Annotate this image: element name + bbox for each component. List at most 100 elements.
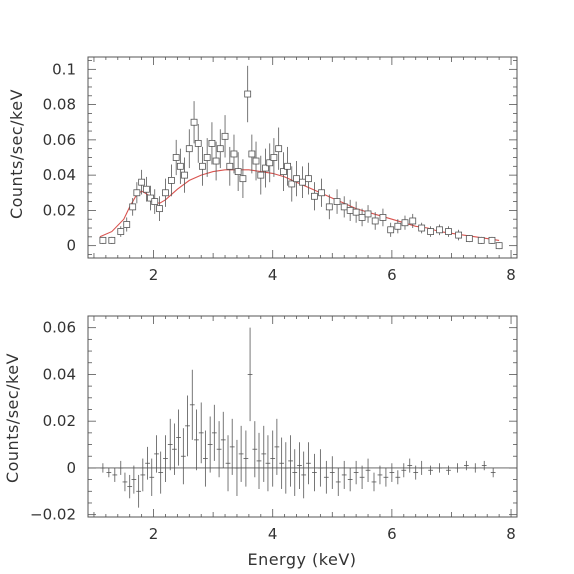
marker-square bbox=[318, 189, 325, 197]
residual-point bbox=[463, 460, 469, 471]
data-point bbox=[176, 148, 184, 184]
marker-square bbox=[262, 164, 269, 172]
marker-square bbox=[244, 90, 252, 98]
data-point bbox=[445, 226, 452, 237]
marker-square bbox=[257, 171, 265, 179]
residual-point bbox=[194, 409, 199, 471]
residual-point bbox=[198, 402, 204, 464]
y-tick-label: 0.04 bbox=[43, 166, 76, 184]
marker-square bbox=[284, 162, 292, 170]
data-point bbox=[311, 182, 318, 211]
data-point bbox=[212, 141, 220, 181]
marker-square bbox=[333, 198, 341, 205]
data-point bbox=[325, 194, 333, 220]
marker-square bbox=[190, 118, 198, 126]
marker-square bbox=[156, 205, 163, 213]
residual-point bbox=[323, 460, 329, 494]
residual-point bbox=[341, 460, 347, 489]
residual-point bbox=[312, 453, 317, 492]
data-point bbox=[371, 212, 379, 230]
x-tick-label: 4 bbox=[268, 525, 278, 543]
residual-point bbox=[216, 421, 222, 478]
residual-point bbox=[472, 463, 478, 473]
plot-frame bbox=[87, 56, 518, 259]
marker-square bbox=[445, 228, 452, 235]
y-tick-label: 0.02 bbox=[43, 201, 76, 219]
data-point bbox=[288, 166, 296, 202]
residual-point bbox=[202, 430, 208, 487]
data-point bbox=[293, 161, 300, 197]
data-point bbox=[181, 157, 188, 193]
y-axis-label-top: Counts/sec/keV bbox=[7, 89, 26, 219]
residual-point bbox=[229, 418, 235, 475]
data-point bbox=[252, 141, 260, 181]
residual-point bbox=[238, 425, 244, 482]
marker-square bbox=[358, 214, 366, 221]
residual-point bbox=[389, 463, 395, 482]
data-point bbox=[488, 236, 496, 244]
residual-point bbox=[481, 460, 487, 471]
residual-point bbox=[371, 472, 377, 492]
residual-point bbox=[207, 416, 213, 473]
residual-point bbox=[317, 449, 323, 487]
residual-point bbox=[167, 418, 173, 471]
residual-point bbox=[149, 458, 155, 496]
residual-point bbox=[189, 369, 195, 440]
residual-point bbox=[365, 458, 371, 482]
data-point bbox=[275, 127, 283, 170]
residuals-panel: 2 4 6 8 −0.02 0 0.02 0.04 0.06 Counts/sec/keV En… bbox=[3, 315, 518, 569]
marker-square bbox=[108, 236, 116, 244]
data-point bbox=[379, 208, 387, 227]
x-tick-label: 6 bbox=[387, 266, 397, 284]
data-point bbox=[257, 155, 265, 195]
marker-square bbox=[477, 236, 485, 244]
data-point bbox=[123, 217, 131, 232]
x-tick-label: 2 bbox=[149, 525, 159, 543]
data-point bbox=[436, 224, 443, 236]
marker-square bbox=[181, 171, 188, 179]
marker-square bbox=[168, 177, 175, 184]
data-points-group bbox=[99, 65, 503, 250]
marker-square bbox=[99, 236, 107, 244]
marker-square bbox=[495, 242, 503, 250]
residual-point bbox=[419, 460, 425, 475]
marker-square bbox=[387, 226, 395, 234]
marker-square bbox=[455, 231, 463, 239]
residual-point bbox=[140, 458, 146, 492]
marker-square bbox=[364, 210, 372, 218]
residual-point bbox=[301, 451, 307, 499]
residual-point bbox=[407, 458, 413, 473]
data-point bbox=[394, 219, 402, 234]
data-point bbox=[409, 213, 417, 229]
data-point bbox=[162, 178, 169, 207]
residual-point bbox=[122, 472, 128, 492]
plot-frame bbox=[87, 315, 518, 518]
residual-point bbox=[243, 430, 249, 487]
y-tick-label: −0.02 bbox=[30, 506, 76, 524]
residual-point bbox=[270, 430, 276, 487]
residual-point bbox=[136, 474, 142, 508]
marker-square bbox=[325, 203, 333, 211]
data-point bbox=[477, 236, 485, 244]
data-point bbox=[418, 222, 426, 234]
y-tick-label: 0.04 bbox=[43, 365, 76, 383]
data-point bbox=[401, 215, 409, 230]
data-point bbox=[427, 226, 435, 237]
residual-point bbox=[100, 463, 106, 473]
marker-square bbox=[151, 198, 159, 205]
residual-point bbox=[274, 418, 280, 475]
marker-square bbox=[252, 157, 260, 165]
y-tick-label: 0.06 bbox=[43, 131, 76, 149]
marker-square bbox=[418, 224, 426, 232]
x-axis-label: Energy (keV) bbox=[247, 550, 356, 569]
residual-point bbox=[401, 463, 407, 478]
marker-square bbox=[221, 132, 229, 140]
marker-square bbox=[248, 150, 256, 158]
data-point bbox=[244, 65, 252, 123]
residual-points-group bbox=[100, 327, 496, 508]
y-tick-label: 0 bbox=[66, 459, 76, 477]
residual-point bbox=[490, 467, 496, 478]
residual-point bbox=[112, 467, 118, 482]
marker-square bbox=[194, 139, 202, 147]
